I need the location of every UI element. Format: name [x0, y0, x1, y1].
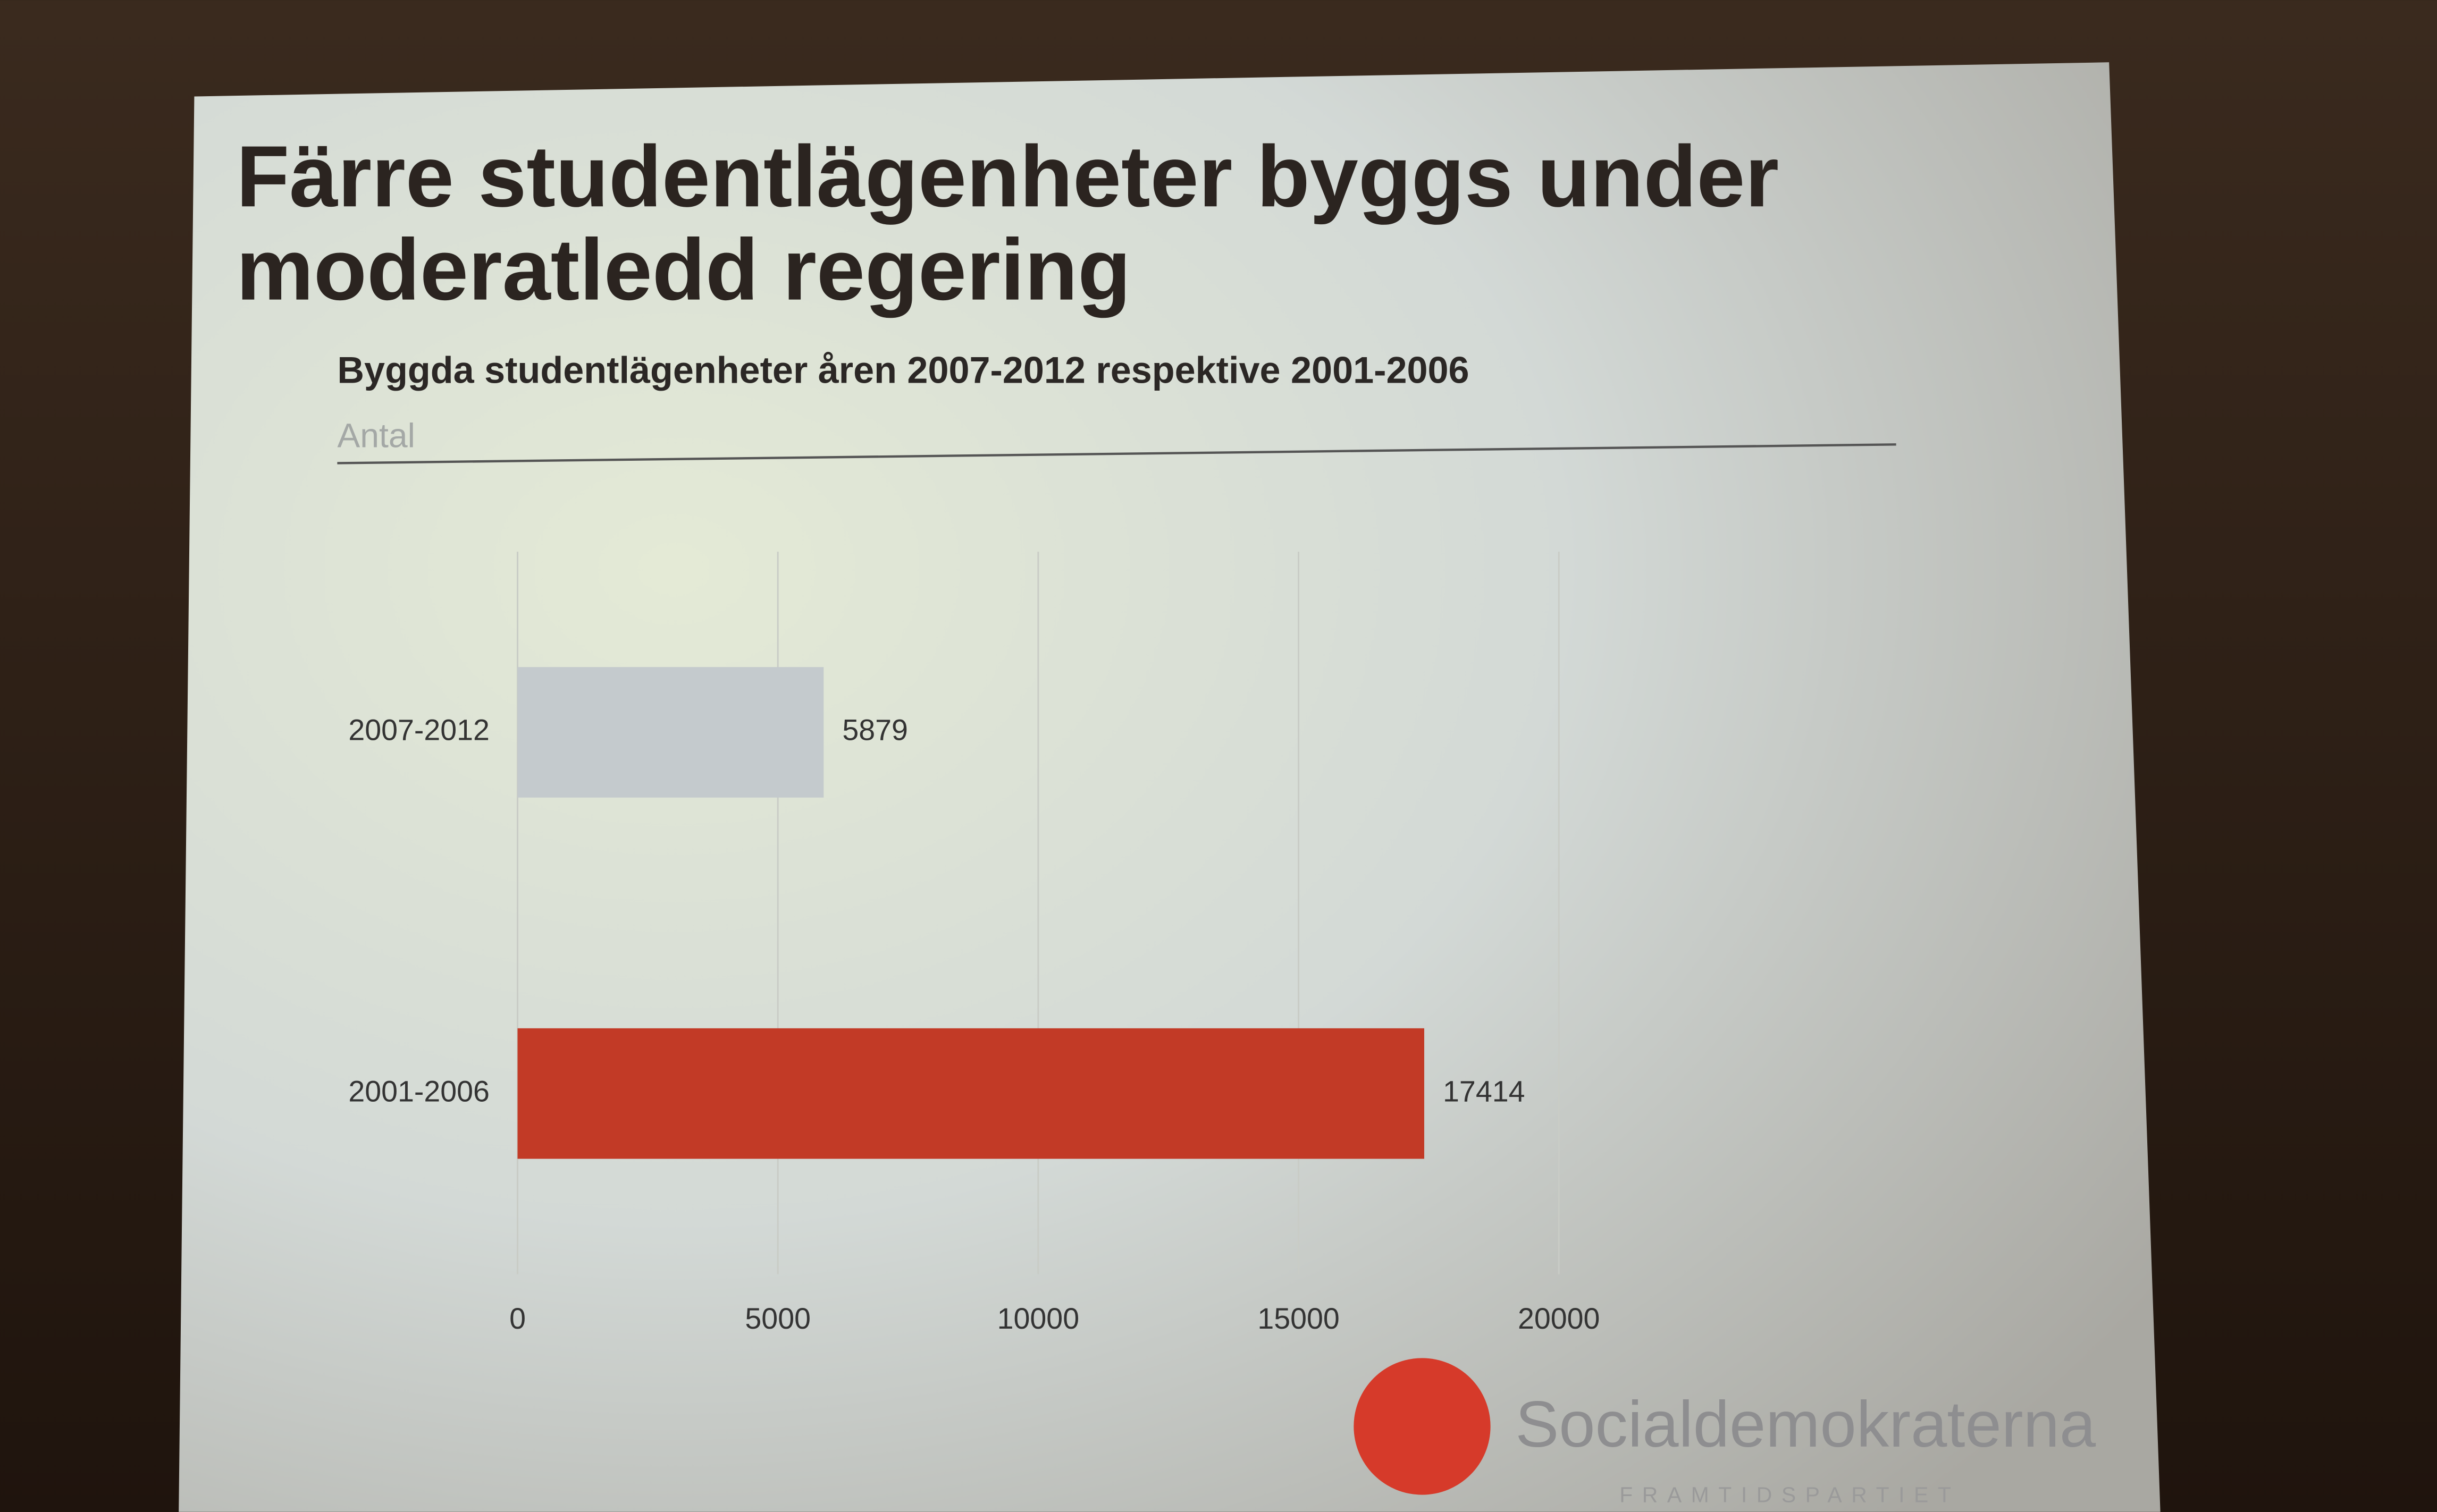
x-tick-label: 20000 — [1518, 1302, 1600, 1335]
unit-label: Antal — [337, 417, 415, 455]
subtitle: Byggda studentlägenheter åren 2007-2012 … — [337, 349, 1469, 391]
value-label: 5879 — [842, 714, 908, 747]
bar — [517, 1028, 1424, 1159]
logo-name: Socialdemokraterna — [1515, 1388, 2096, 1461]
logo-tagline: FRAMTIDSPARTIET — [1619, 1482, 1960, 1507]
x-tick-label: 5000 — [745, 1302, 811, 1335]
y-tick-label: 2001-2006 — [348, 1075, 490, 1108]
logo-rose — [1354, 1358, 1491, 1495]
plot: 0 5000 10000 15000 20000 2007-2012 5879 2001-20… — [348, 552, 1600, 1335]
value-label: 17414 — [1443, 1075, 1525, 1108]
x-tick-label: 15000 — [1257, 1302, 1339, 1335]
x-tick-label: 0 — [509, 1302, 526, 1335]
logo: Socialdemokraterna FRAMTIDSPARTIET — [1354, 1358, 2096, 1507]
y-tick-label: 2007-2012 — [348, 714, 490, 747]
bar — [517, 667, 824, 798]
divider — [337, 443, 1896, 464]
x-tick-label: 10000 — [997, 1302, 1079, 1335]
title: Färre studentlägenheter byggs under moder… — [236, 128, 1779, 318]
